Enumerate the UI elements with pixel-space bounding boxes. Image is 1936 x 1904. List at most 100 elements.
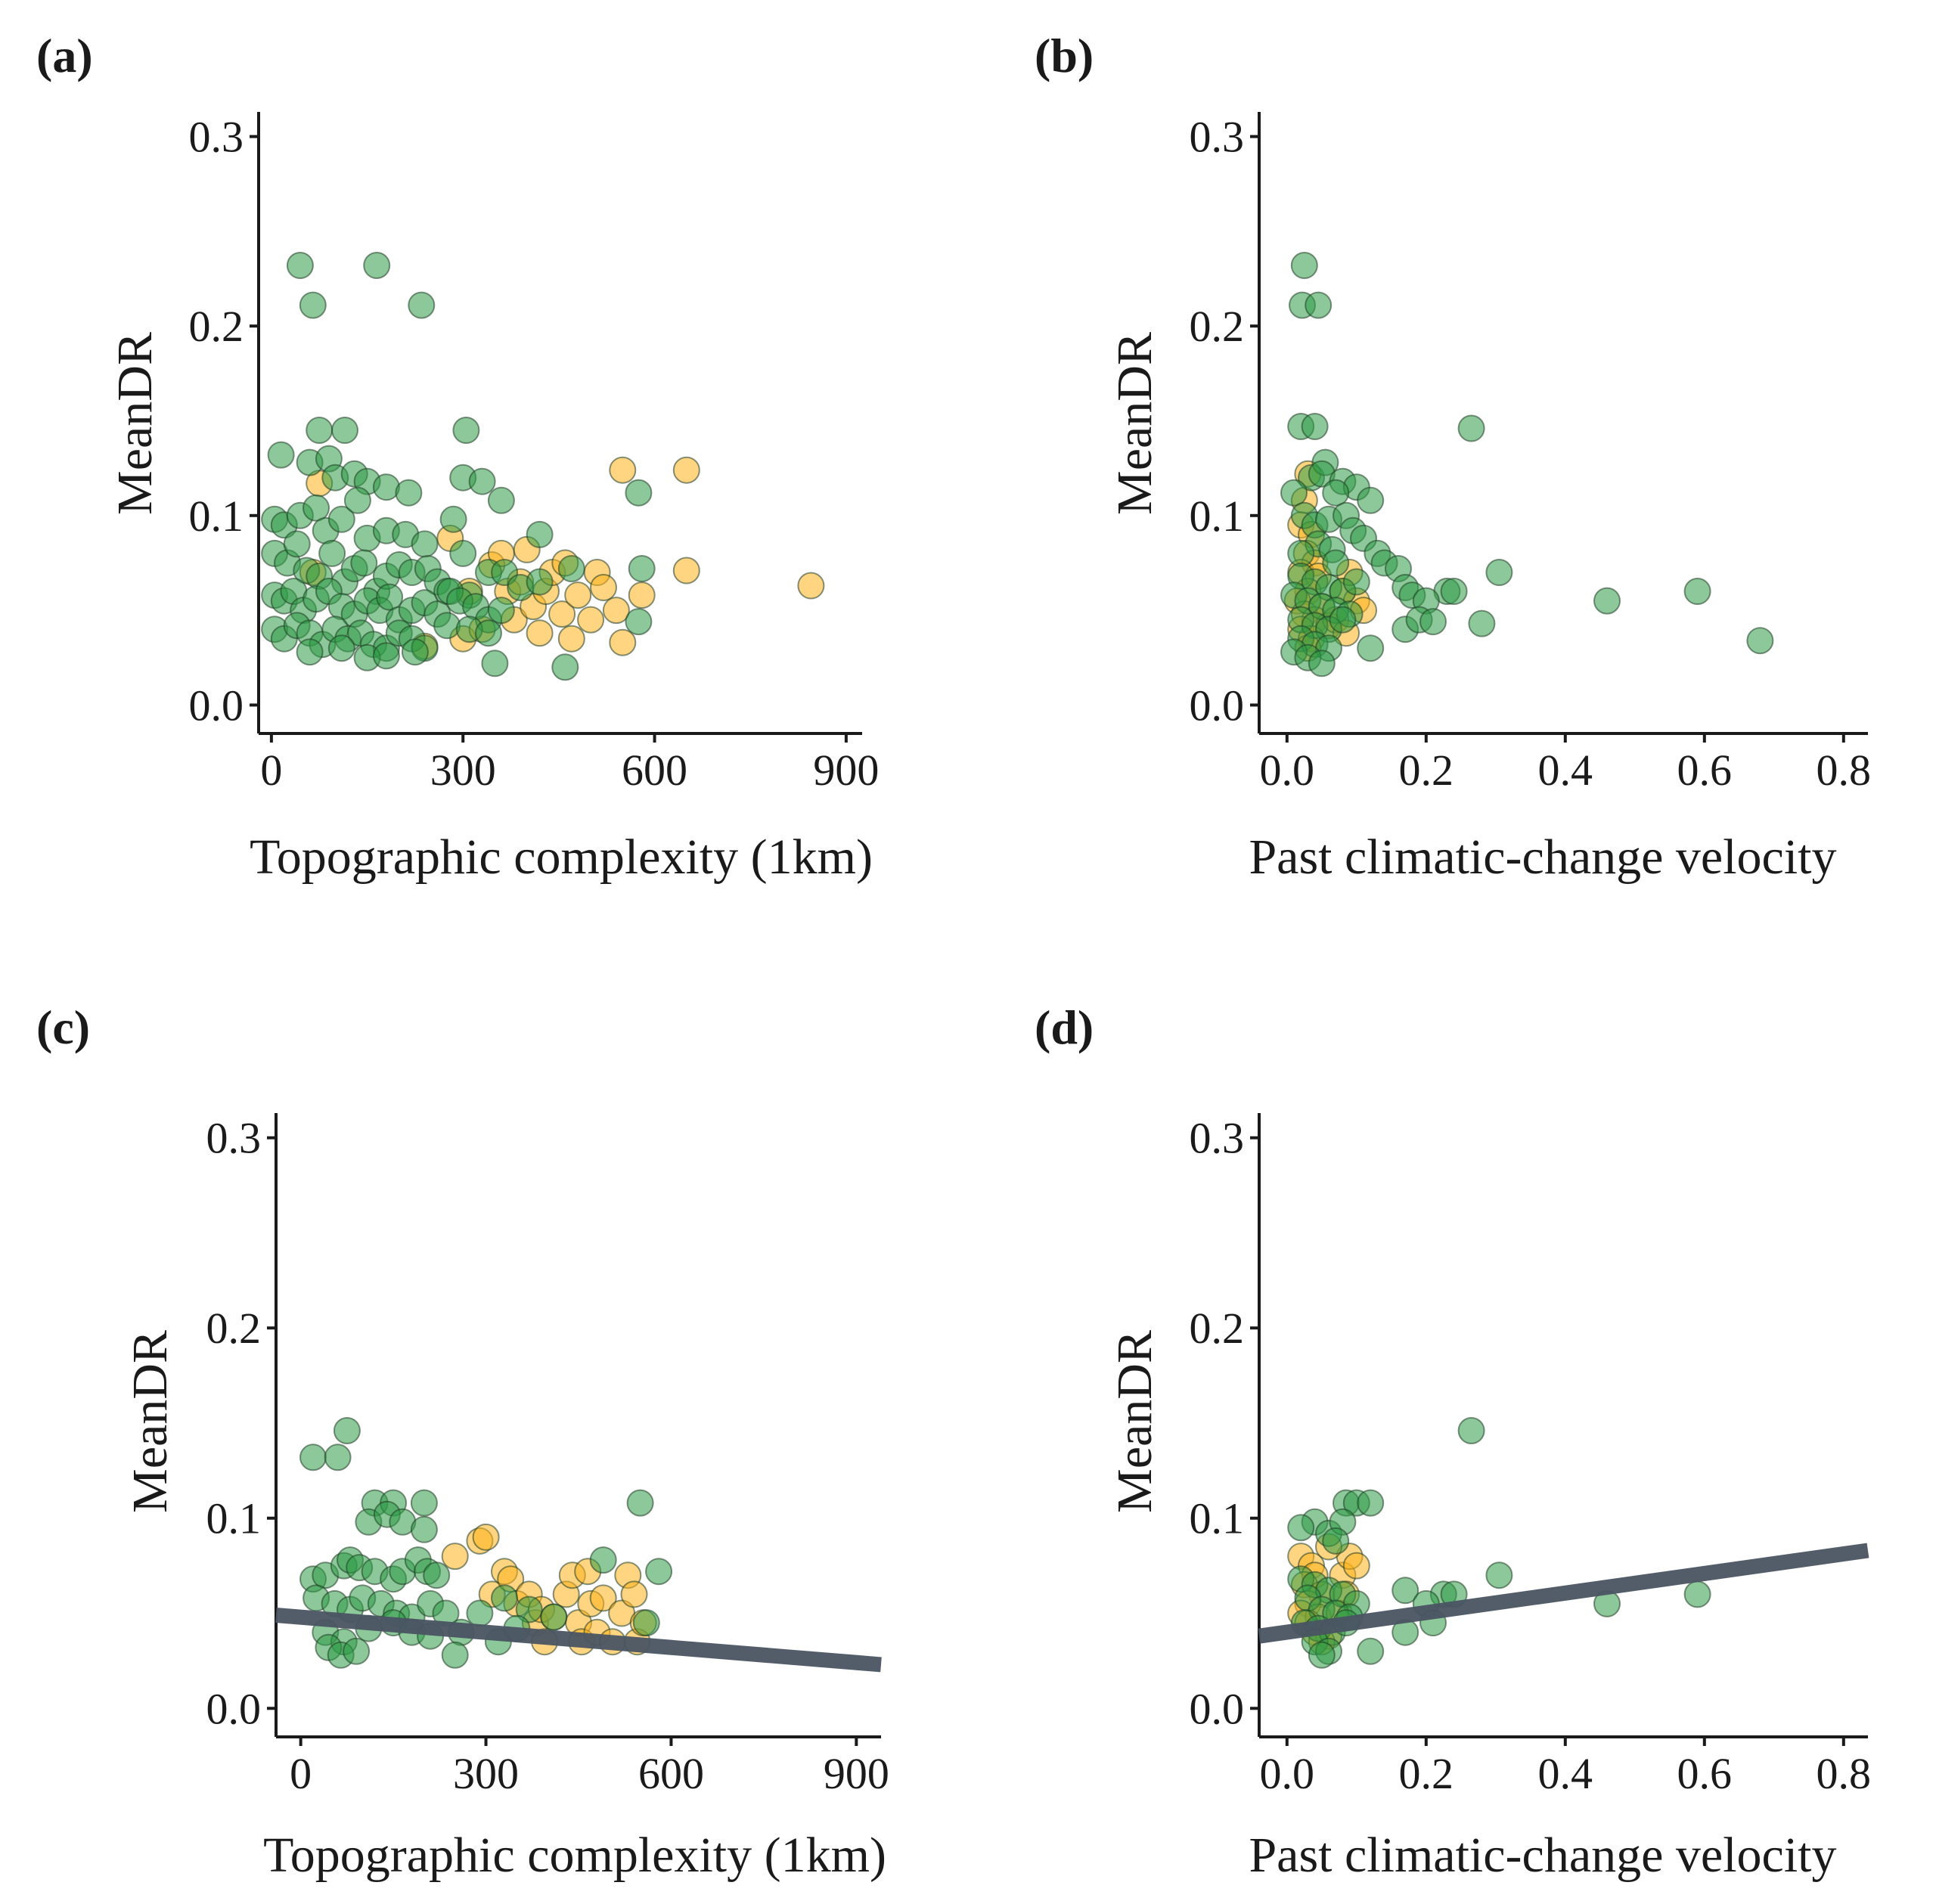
point-green-a [327,634,355,662]
x-tick-label-b: 0.2 [1399,746,1454,795]
point-orange-a [672,456,700,484]
y-tick-label-c: 0.0 [206,1684,262,1733]
panel-c: (c) MeanDR Topographic complexity (1km) … [36,1000,889,1883]
point-green-a [372,642,400,670]
x-tick-label-c: 600 [638,1749,704,1798]
point-green-a [318,539,346,567]
x-tick-label-a: 900 [813,746,879,795]
x-tick-label-d: 0.0 [1260,1749,1315,1798]
point-green-a [468,467,496,495]
point-green-b [1287,539,1315,567]
point-green-c [343,1637,371,1665]
point-green-b [1457,414,1485,442]
point-green-b [1593,587,1621,615]
point-green-c [299,1444,327,1471]
y-tick-label-b: 0.0 [1190,681,1245,730]
point-green-c [589,1546,617,1574]
point-green-d [1457,1417,1485,1444]
point-green-b [1301,413,1329,440]
ylabel-d: MeanDR [1107,1330,1162,1513]
point-green-a [449,539,477,567]
point-green-a [401,638,429,666]
y-tick-label-c: 0.3 [206,1114,262,1163]
x-tick-label-b: 0.0 [1260,746,1315,795]
point-green-a [557,555,585,582]
xlabel-a: Topographic complexity (1km) [250,830,873,885]
x-tick-label-d: 0.2 [1399,1749,1454,1798]
point-green-a [299,291,327,319]
point-green-d [1287,1514,1315,1542]
x-tick-label-a: 300 [430,746,496,795]
xlabel-b: Past climatic-change velocity [1249,830,1836,885]
panel-label-d: (d) [1035,1000,1094,1054]
point-green-c [626,1489,654,1517]
point-green-b [1419,608,1447,636]
point-orange-a [609,456,637,484]
point-green-c [491,1584,518,1612]
point-green-d [1357,1489,1385,1517]
point-orange-a [797,572,825,600]
point-green-a [283,530,311,558]
point-green-b [1329,606,1357,634]
point-green-b [1280,479,1308,507]
point-green-a [487,486,515,514]
xlabel-d: Past climatic-change velocity [1249,1828,1836,1883]
point-green-c [645,1558,673,1586]
point-orange-a [609,628,637,656]
point-green-a [433,612,461,640]
point-green-a [628,555,656,582]
point-orange-a [602,597,630,625]
point-orange-a [548,600,576,628]
point-green-a [481,650,509,678]
panel-a: (a) MeanDR Topographic complexity (1km) … [36,29,879,885]
point-orange-a [526,619,554,647]
point-green-d [1485,1561,1513,1589]
panel-label-b: (b) [1035,29,1094,82]
y-tick-label-b: 0.1 [1190,492,1245,541]
x-tick-label-c: 0 [290,1749,312,1798]
plot-area-c: 0.0 0.1 0.2 0.3 0 300 600 900 [206,1113,889,1798]
point-green-a [526,568,554,596]
point-orange-c [589,1584,617,1612]
x-tick-label-c: 300 [453,1749,519,1798]
x-tick-label-d: 0.6 [1677,1749,1733,1798]
y-tick-label-d: 0.0 [1190,1684,1245,1733]
point-green-b [1357,486,1385,514]
point-green-a [302,494,330,522]
x-tick-label-a: 0 [260,746,282,795]
point-green-b [1305,291,1333,319]
x-tick-label-d: 0.4 [1538,1749,1593,1798]
point-green-d [1357,1637,1385,1665]
point-green-a [350,549,378,577]
point-green-a [376,583,404,611]
point-orange-a [557,625,585,653]
point-green-b [1357,634,1385,662]
point-green-b [1746,627,1774,655]
point-orange-d [1342,1552,1370,1580]
panel-label-a: (a) [36,29,93,82]
point-green-b [1683,578,1711,605]
point-green-b [1485,559,1513,586]
plot-area-d: 0.0 0.1 0.2 0.3 0.0 0.2 0.4 0.6 0.8 [1190,1113,1871,1798]
point-green-a [363,252,391,279]
point-green-c [515,1595,543,1623]
point-orange-c [472,1523,500,1551]
point-green-d [1322,1527,1350,1555]
point-green-c [410,1515,438,1543]
point-orange-a [628,581,656,609]
point-orange-a [672,557,700,585]
point-green-c [540,1603,568,1631]
point-orange-a [590,574,617,601]
y-tick-label-d: 0.3 [1190,1114,1245,1163]
y-tick-label-a: 0.3 [189,113,244,162]
x-tick-label-b: 0.6 [1677,746,1733,795]
point-green-c [441,1641,469,1669]
point-green-a [439,505,467,533]
point-green-a [331,417,358,444]
point-green-a [411,530,439,558]
point-green-a [487,597,515,625]
ylabel-a: MeanDR [107,332,163,515]
trend-line-c [275,1608,882,1673]
point-green-a [327,505,355,533]
